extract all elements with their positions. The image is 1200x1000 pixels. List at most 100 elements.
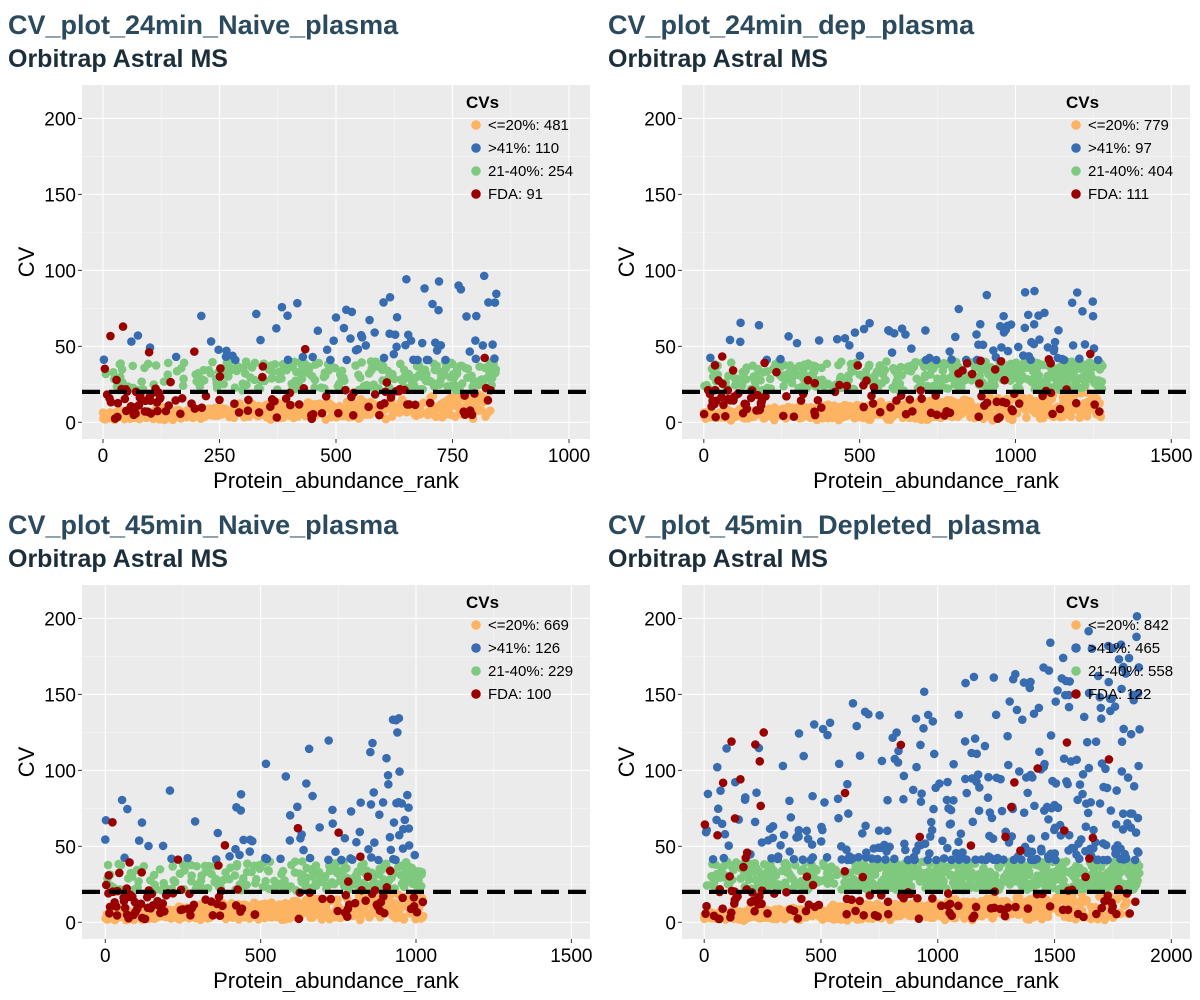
data-point xyxy=(314,358,324,368)
data-point xyxy=(317,408,327,418)
data-point xyxy=(330,363,340,373)
chart-panel-4: CV_plot_45min_Depleted_plasma Orbitrap A… xyxy=(600,500,1192,992)
data-point xyxy=(868,399,878,408)
data-point xyxy=(1026,834,1036,844)
data-point xyxy=(143,359,153,369)
data-point xyxy=(832,334,842,344)
data-point xyxy=(423,355,433,365)
data-point xyxy=(786,813,796,822)
data-point xyxy=(211,874,221,884)
data-point xyxy=(794,832,803,841)
data-point xyxy=(230,871,240,880)
data-point xyxy=(331,313,341,322)
data-point xyxy=(808,791,817,801)
data-point xyxy=(313,326,323,336)
data-point xyxy=(1133,876,1142,886)
data-point xyxy=(127,337,136,346)
data-point xyxy=(954,837,963,847)
data-point xyxy=(462,312,471,321)
data-point xyxy=(190,817,200,826)
data-point xyxy=(729,865,738,875)
data-point xyxy=(206,368,215,378)
data-point xyxy=(356,798,366,807)
data-point xyxy=(929,749,939,759)
data-point xyxy=(947,355,956,364)
data-point xyxy=(428,299,437,309)
data-point xyxy=(807,840,817,849)
y-tick-label: 0 xyxy=(665,413,676,434)
data-point xyxy=(101,880,111,890)
data-point xyxy=(134,400,144,410)
data-point xyxy=(322,345,332,355)
data-point xyxy=(980,741,990,751)
data-point xyxy=(480,353,489,363)
data-point xyxy=(961,678,970,688)
data-point xyxy=(752,788,761,797)
data-point xyxy=(242,859,252,869)
data-point xyxy=(781,375,790,384)
data-point xyxy=(186,910,195,920)
data-point xyxy=(334,408,343,418)
data-point xyxy=(900,845,910,855)
data-point xyxy=(710,360,720,370)
data-point xyxy=(170,877,180,887)
legend-label: <=20%: 481 xyxy=(488,117,569,134)
data-point xyxy=(887,348,897,357)
data-point xyxy=(158,899,168,908)
data-point xyxy=(416,881,426,891)
data-point xyxy=(1135,868,1144,878)
data-point xyxy=(311,861,321,870)
chart-title: CV_plot_45min_Naive_plasma xyxy=(8,510,399,540)
data-point xyxy=(213,828,223,838)
data-point xyxy=(237,904,247,913)
data-point xyxy=(370,886,380,895)
data-point xyxy=(112,375,121,385)
data-point xyxy=(206,337,216,346)
data-point xyxy=(997,806,1007,816)
data-point xyxy=(1054,326,1063,335)
data-point xyxy=(256,335,265,345)
data-point xyxy=(869,382,879,392)
data-point xyxy=(761,392,770,401)
legend-key xyxy=(471,620,481,630)
data-point xyxy=(951,332,960,342)
data-point xyxy=(355,413,365,423)
data-point xyxy=(452,369,462,378)
data-point xyxy=(379,353,389,363)
data-point xyxy=(768,821,778,831)
data-point xyxy=(1085,349,1095,359)
data-point xyxy=(1043,912,1053,921)
data-point xyxy=(393,728,402,737)
data-point xyxy=(105,909,114,918)
data-point xyxy=(214,861,223,870)
data-point xyxy=(1019,808,1029,817)
data-point xyxy=(180,866,189,875)
data-point xyxy=(789,854,799,864)
data-point xyxy=(342,355,352,365)
data-point xyxy=(1083,808,1093,818)
data-point xyxy=(155,393,165,402)
data-point xyxy=(823,379,833,389)
data-point xyxy=(1086,798,1096,807)
data-point xyxy=(358,909,368,918)
y-tick-label: 100 xyxy=(644,261,676,282)
y-tick-label: 100 xyxy=(44,261,76,282)
data-point xyxy=(395,767,404,776)
data-point xyxy=(101,815,111,825)
data-point xyxy=(956,829,966,839)
data-point xyxy=(190,347,199,356)
data-point xyxy=(989,346,998,355)
data-point xyxy=(456,285,466,294)
data-point xyxy=(711,412,720,422)
data-point xyxy=(971,855,980,864)
data-point xyxy=(400,815,410,825)
data-point xyxy=(810,410,820,420)
data-point xyxy=(233,885,242,894)
chart-panel-1: CV_plot_24min_Naive_plasma Orbitrap Astr… xyxy=(0,0,592,492)
y-tick-label: 150 xyxy=(44,185,76,206)
data-point xyxy=(808,853,818,862)
data-point xyxy=(301,877,310,886)
data-point xyxy=(270,359,280,369)
data-point xyxy=(917,789,926,798)
data-point xyxy=(943,384,953,393)
